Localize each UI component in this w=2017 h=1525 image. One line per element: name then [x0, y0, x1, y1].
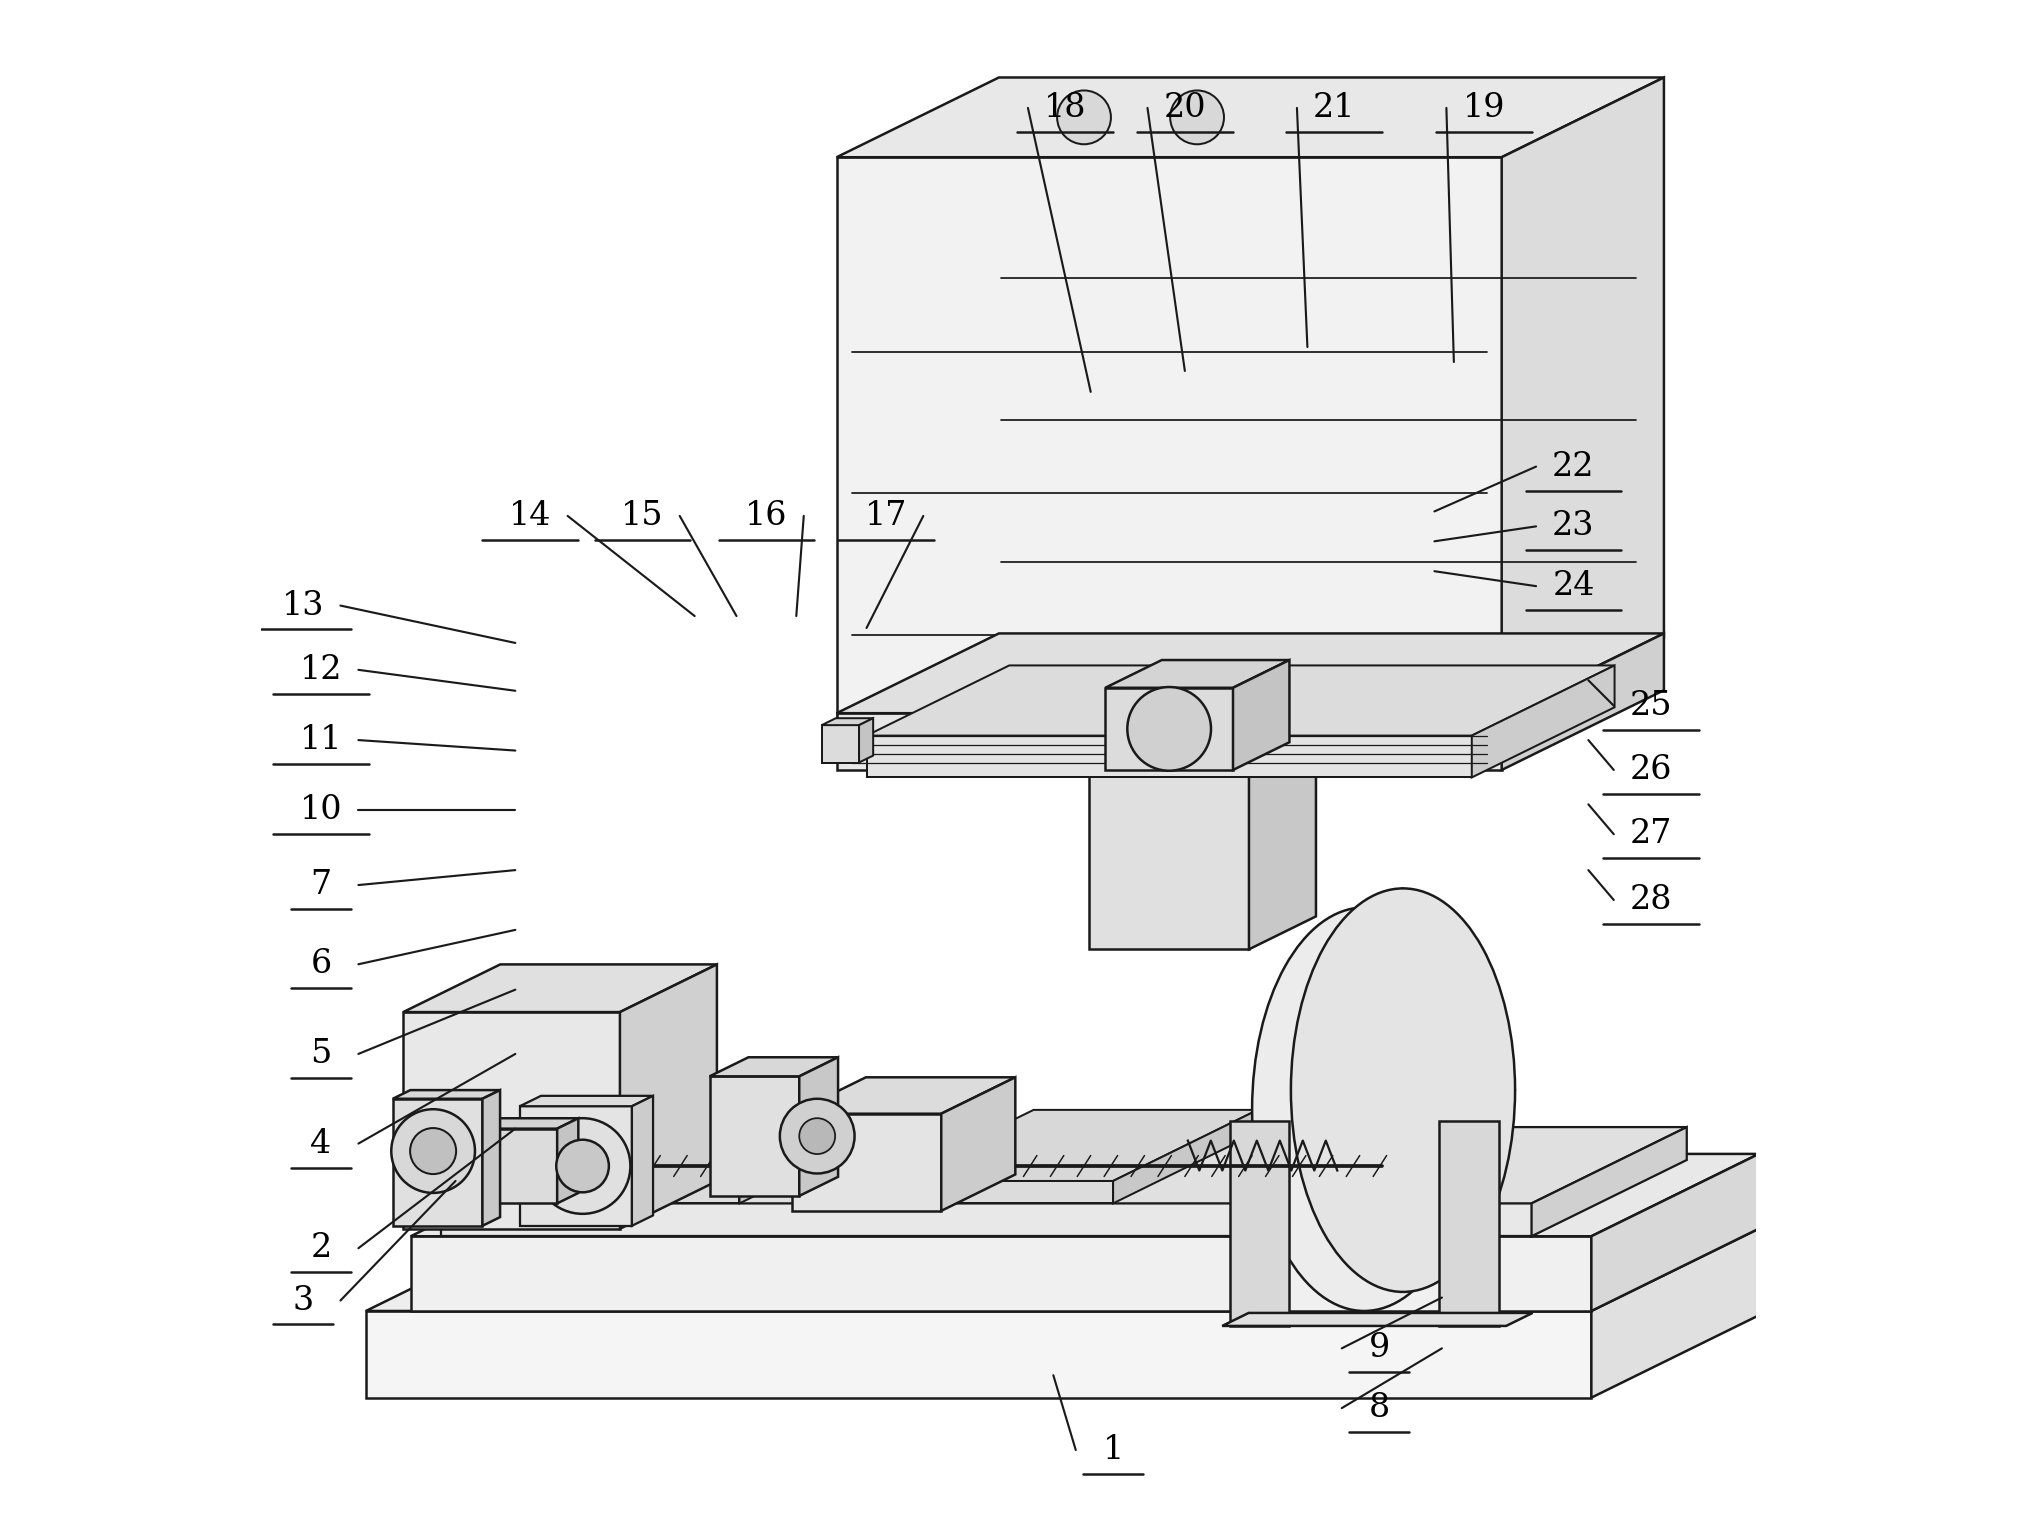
Circle shape — [409, 1128, 456, 1174]
Polygon shape — [837, 714, 1503, 770]
Polygon shape — [631, 1096, 654, 1226]
Polygon shape — [1113, 1110, 1259, 1203]
Polygon shape — [440, 1127, 1686, 1203]
Text: 19: 19 — [1462, 92, 1505, 124]
Polygon shape — [403, 1013, 619, 1229]
Polygon shape — [942, 1077, 1015, 1211]
Polygon shape — [1222, 1313, 1533, 1325]
Polygon shape — [1089, 770, 1249, 949]
Text: 6: 6 — [311, 949, 331, 981]
Text: 20: 20 — [1164, 92, 1206, 124]
Polygon shape — [440, 1203, 1531, 1237]
Text: 12: 12 — [301, 654, 343, 686]
Polygon shape — [1089, 737, 1315, 770]
Polygon shape — [1591, 1154, 1759, 1312]
Polygon shape — [393, 1090, 500, 1098]
Text: 14: 14 — [508, 500, 551, 532]
Text: 3: 3 — [292, 1284, 315, 1316]
Polygon shape — [1503, 633, 1664, 770]
Text: 27: 27 — [1630, 819, 1672, 851]
Polygon shape — [1503, 78, 1664, 718]
Polygon shape — [710, 1077, 799, 1196]
Circle shape — [1170, 90, 1224, 145]
Text: 22: 22 — [1553, 450, 1595, 482]
Polygon shape — [411, 1154, 1759, 1237]
Circle shape — [1128, 688, 1210, 770]
Polygon shape — [740, 1110, 883, 1203]
Polygon shape — [1232, 660, 1289, 770]
Text: 5: 5 — [311, 1039, 331, 1071]
Polygon shape — [393, 1098, 482, 1226]
Text: 28: 28 — [1630, 884, 1672, 917]
Polygon shape — [411, 1237, 1591, 1312]
Polygon shape — [793, 1113, 942, 1211]
Polygon shape — [710, 1057, 839, 1077]
Text: 15: 15 — [621, 500, 664, 532]
Text: 16: 16 — [744, 500, 789, 532]
Text: 13: 13 — [282, 590, 325, 622]
Polygon shape — [837, 78, 1664, 157]
Polygon shape — [859, 718, 873, 762]
Polygon shape — [1472, 665, 1614, 778]
Text: 24: 24 — [1553, 570, 1595, 602]
Circle shape — [535, 1118, 631, 1214]
Polygon shape — [514, 1180, 740, 1203]
Polygon shape — [520, 1096, 654, 1106]
Polygon shape — [482, 1090, 500, 1226]
Text: 2: 2 — [311, 1232, 331, 1264]
Polygon shape — [799, 1057, 839, 1196]
Text: 9: 9 — [1368, 1333, 1390, 1365]
Text: 23: 23 — [1553, 511, 1595, 543]
Polygon shape — [889, 1110, 1259, 1180]
Text: 26: 26 — [1630, 753, 1672, 785]
Polygon shape — [867, 665, 1614, 735]
Polygon shape — [867, 735, 1472, 778]
Polygon shape — [889, 1180, 1113, 1203]
Text: 18: 18 — [1045, 92, 1087, 124]
Polygon shape — [456, 1118, 579, 1128]
Text: 21: 21 — [1313, 92, 1355, 124]
Polygon shape — [1105, 688, 1232, 770]
Text: 17: 17 — [865, 500, 908, 532]
Polygon shape — [514, 1110, 883, 1180]
Polygon shape — [520, 1106, 631, 1226]
Circle shape — [391, 1109, 474, 1193]
Polygon shape — [619, 964, 716, 1229]
Polygon shape — [837, 157, 1503, 718]
Text: 4: 4 — [311, 1127, 331, 1159]
Polygon shape — [1105, 660, 1289, 688]
Polygon shape — [837, 633, 1664, 714]
Polygon shape — [557, 1118, 579, 1203]
Circle shape — [781, 1098, 855, 1174]
Polygon shape — [1591, 1211, 1795, 1397]
Polygon shape — [1531, 1127, 1686, 1237]
Text: 25: 25 — [1630, 689, 1672, 721]
Text: 11: 11 — [301, 724, 343, 756]
Ellipse shape — [1253, 907, 1476, 1312]
Text: 1: 1 — [1103, 1434, 1123, 1466]
Polygon shape — [365, 1312, 1591, 1397]
Ellipse shape — [1291, 889, 1515, 1292]
Circle shape — [799, 1118, 835, 1154]
Polygon shape — [1438, 1121, 1499, 1325]
Polygon shape — [821, 724, 859, 762]
Text: 7: 7 — [311, 869, 331, 901]
Text: 10: 10 — [301, 795, 343, 827]
Polygon shape — [793, 1077, 1015, 1113]
Circle shape — [557, 1139, 609, 1193]
Circle shape — [1057, 90, 1111, 145]
Polygon shape — [456, 1128, 557, 1203]
Polygon shape — [821, 718, 873, 724]
Polygon shape — [403, 964, 716, 1013]
Polygon shape — [1249, 737, 1315, 949]
Text: 8: 8 — [1368, 1392, 1390, 1424]
Polygon shape — [1230, 1121, 1289, 1325]
Polygon shape — [365, 1211, 1795, 1312]
